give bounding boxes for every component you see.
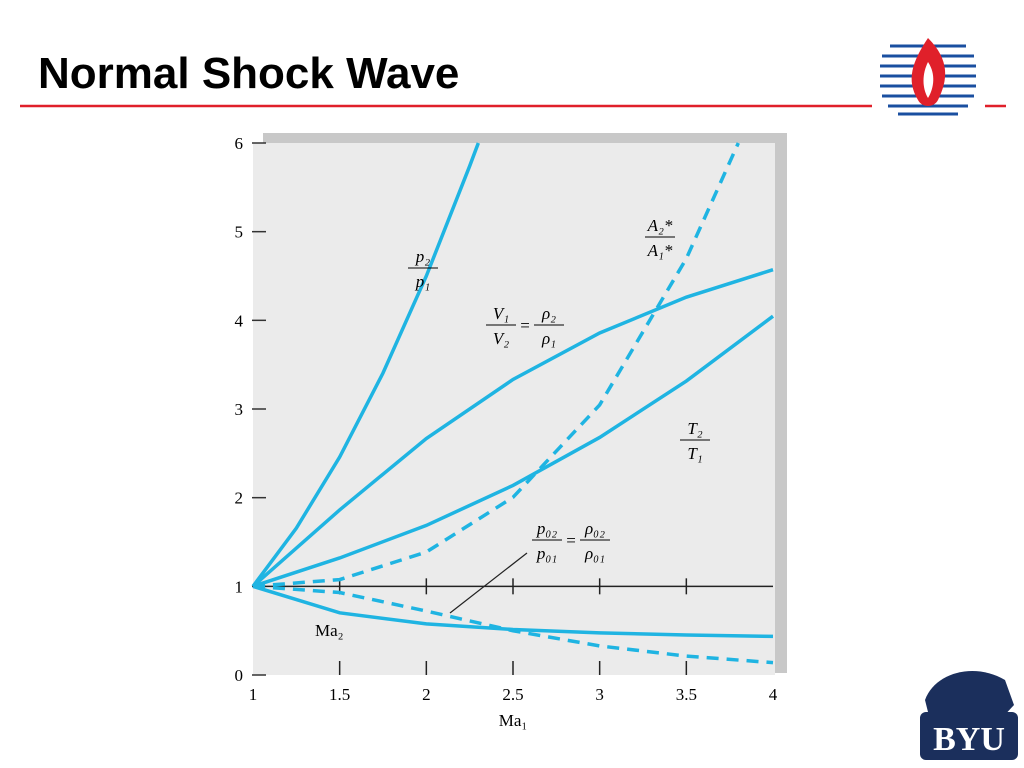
y-tick-label: 3 (235, 400, 244, 419)
series-line (252, 584, 774, 665)
series-line (251, 142, 480, 588)
fraction-denominator: ρ₁ (541, 329, 556, 348)
plot-area (253, 143, 775, 675)
x-tick-label: 1 (249, 685, 258, 704)
fraction-denominator: V₂ (493, 329, 509, 348)
fraction-numerator: p₂ (415, 247, 431, 266)
fraction-numerator: ρ₂ (541, 304, 556, 323)
fraction-denominator: ρ₀₁ (584, 544, 605, 563)
y-tick-label: 6 (235, 134, 244, 153)
x-axis-label: Ma₁ (499, 711, 528, 730)
fraction-denominator: A₁* (647, 241, 673, 260)
x-tick-label: 3.5 (676, 685, 697, 704)
curve-label: Ma₂ (315, 621, 344, 640)
fraction-numerator: ρ₀₂ (584, 519, 605, 538)
y-tick-label: 2 (235, 489, 244, 508)
fraction-numerator: V₁ (493, 304, 509, 323)
byu-logo: BYU (920, 670, 1018, 760)
y-tick-label: 4 (235, 311, 244, 330)
fraction-denominator: T₁ (687, 444, 702, 463)
y-tick-label: 1 (235, 577, 244, 596)
fraction-denominator: p₁ (415, 272, 430, 291)
logo-text: BYU (933, 721, 1005, 758)
y-tick-label: 0 (235, 666, 244, 685)
fraction-numerator: A₂* (647, 216, 673, 235)
fraction-numerator: p₀₂ (536, 519, 557, 538)
slide-title: Normal Shock Wave (38, 49, 459, 98)
x-tick-label: 2 (422, 685, 431, 704)
fraction-joiner: = (520, 316, 530, 335)
fraction-denominator: p₀₁ (536, 544, 557, 563)
x-tick-label: 1.5 (329, 685, 350, 704)
flame-logo (880, 36, 976, 120)
fraction-numerator: T₂ (687, 419, 702, 438)
x-tick-label: 4 (769, 685, 778, 704)
series-line (252, 142, 740, 589)
series-line (251, 268, 774, 588)
x-tick-label: 3 (595, 685, 604, 704)
pointer-line (449, 552, 528, 614)
y-tick-label: 5 (235, 223, 244, 242)
fraction-joiner: = (566, 531, 576, 550)
series-line (252, 314, 775, 588)
x-tick-label: 2.5 (502, 685, 523, 704)
